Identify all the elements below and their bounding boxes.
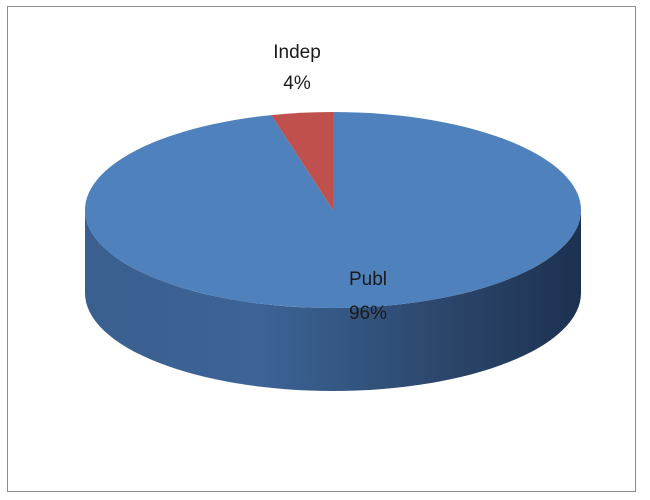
pie-slice-indep bbox=[271, 112, 333, 210]
label-indep-percent: 4% bbox=[283, 73, 311, 94]
label-publ-percent: 96% bbox=[349, 303, 387, 324]
label-indep-name: Indep bbox=[273, 42, 321, 63]
pie-side-publ bbox=[85, 210, 581, 391]
label-publ-name: Publ bbox=[349, 269, 387, 290]
